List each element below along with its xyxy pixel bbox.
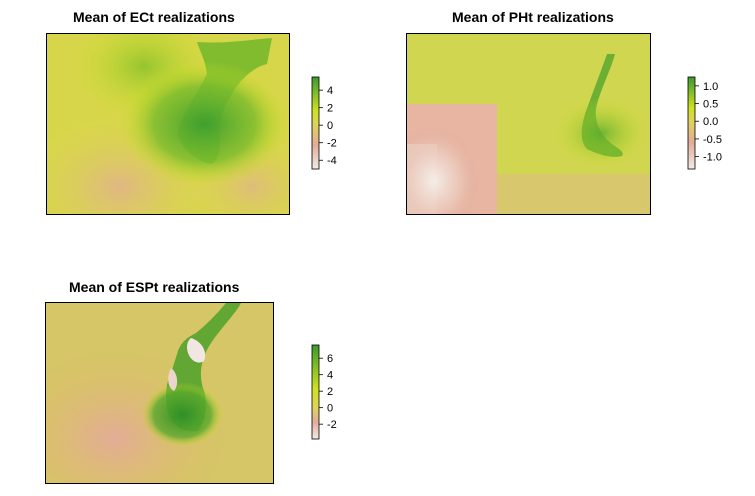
colorbar-pht: 1.0 0.5 0.0 -0.5 -1.0 bbox=[687, 76, 748, 182]
colorbar-tick-label: 2 bbox=[327, 386, 333, 398]
colorbar-svg: 6 4 2 0 -2 bbox=[311, 344, 337, 440]
colorbar-tick-label: 1.0 bbox=[703, 81, 718, 93]
colorbar-tick-label: 0 bbox=[327, 403, 333, 415]
colorbar-tick-label: -0.5 bbox=[703, 134, 722, 146]
colorbar-tick-label: -4 bbox=[327, 155, 337, 167]
chart-title: Mean of ECt realizations bbox=[73, 9, 235, 25]
colorbar-ect: 4 2 0 -2 -4 bbox=[311, 76, 372, 182]
colorbar-tick-label: -1.0 bbox=[703, 152, 722, 164]
map-raster-pht bbox=[406, 33, 651, 215]
colorbar-tick-label: -2 bbox=[327, 138, 337, 150]
colorbar-gradient bbox=[687, 76, 696, 170]
colorbar-svg: 1.0 0.5 0.0 -0.5 -1.0 bbox=[687, 76, 722, 170]
chart-title: Mean of PHt realizations bbox=[452, 9, 614, 25]
colorbar-gradient bbox=[311, 76, 320, 170]
map-raster-ect bbox=[46, 33, 290, 215]
map-raster-espt bbox=[45, 302, 274, 484]
colorbar-tick-label: 4 bbox=[327, 370, 333, 382]
colorbar-espt: 6 4 2 0 -2 bbox=[311, 344, 372, 450]
colorbar-tick-label: 0 bbox=[327, 120, 333, 132]
colorbar-tick-label: -2 bbox=[327, 419, 337, 431]
chart-title: Mean of ESPt realizations bbox=[69, 279, 240, 295]
colorbar-tick-label: 4 bbox=[327, 85, 333, 97]
colorbar-svg: 4 2 0 -2 -4 bbox=[311, 76, 337, 170]
colorbar-tick-label: 2 bbox=[327, 103, 333, 115]
colorbar-tick-label: 0.0 bbox=[703, 116, 718, 128]
colorbar-gradient bbox=[311, 344, 320, 440]
colorbar-tick-label: 0.5 bbox=[703, 99, 718, 111]
colorbar-tick-label: 6 bbox=[327, 353, 333, 365]
